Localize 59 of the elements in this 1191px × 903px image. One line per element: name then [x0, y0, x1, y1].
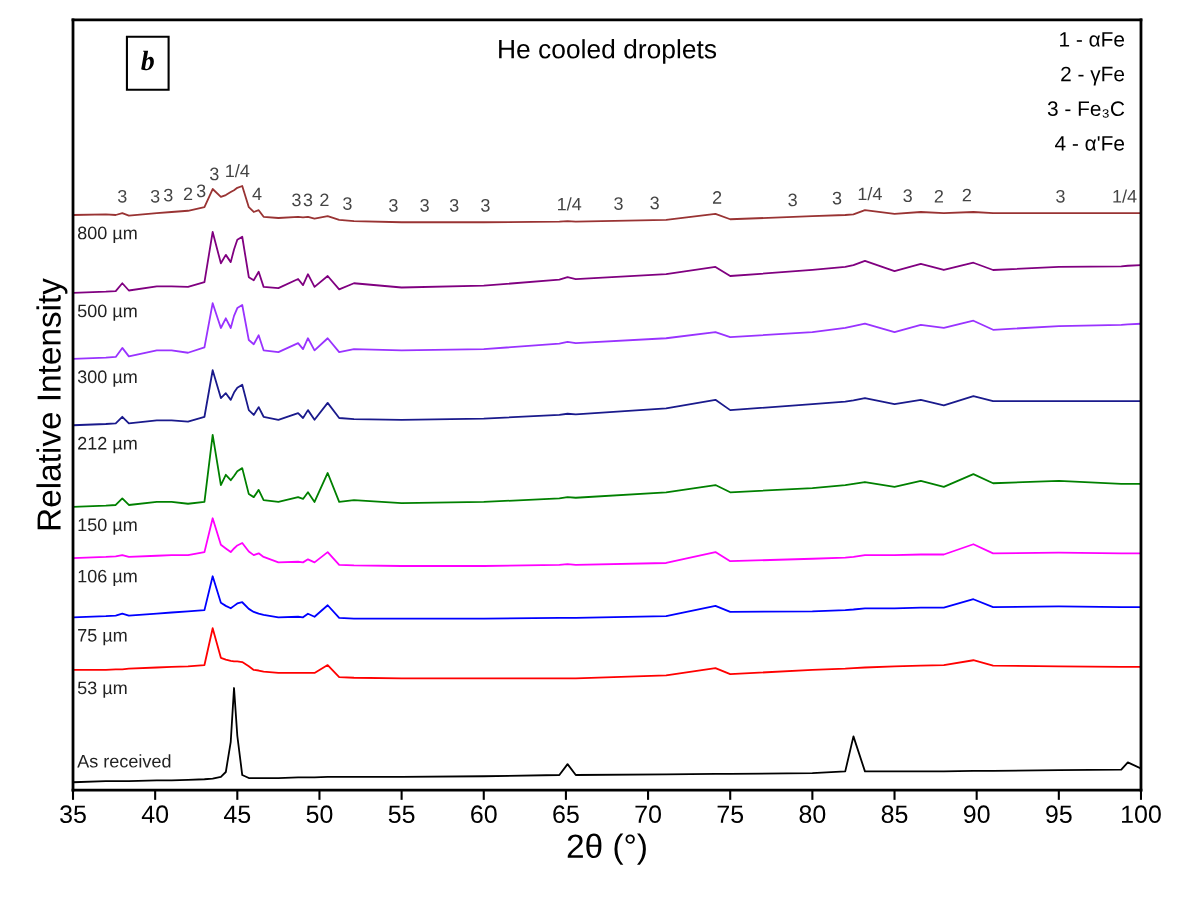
- annotation: 3: [117, 189, 127, 203]
- y-axis-title: Relative Intensity: [36, 278, 68, 530]
- text: 4 - α'Fe: [1055, 136, 1125, 151]
- x-tick-label: 60: [471, 805, 497, 824]
- x-tick-label: 55: [388, 805, 415, 824]
- annotation: 3: [343, 197, 352, 210]
- x-tick-label: 45: [223, 805, 251, 824]
- x-tick-label: 85: [881, 805, 908, 824]
- annotation: 3: [788, 193, 797, 207]
- annotation: 3: [303, 193, 313, 207]
- series-label: As received: [77, 754, 171, 768]
- x-tick-label: 65: [553, 805, 579, 824]
- annotation: 3: [481, 198, 490, 212]
- annotation: 3: [1056, 189, 1065, 203]
- series-label: 106 µm: [78, 569, 137, 587]
- annotation: 3: [449, 198, 459, 212]
- text: 3 - Fe₃C: [1047, 101, 1125, 118]
- x-tick-label: 75: [717, 805, 744, 824]
- annotation: 3: [292, 193, 301, 207]
- annotation: 2: [962, 188, 971, 202]
- annotation: 3: [614, 197, 623, 210]
- annotation: 1/4: [558, 197, 582, 211]
- annotation: 4: [252, 187, 262, 201]
- x-tick-label: 80: [799, 805, 826, 824]
- text: 2 - γFe: [1061, 66, 1125, 86]
- annotation: 3: [196, 184, 206, 198]
- annotation: 2: [712, 191, 722, 204]
- x-tick-label: 40: [141, 805, 169, 824]
- chart-title: He cooled droplets: [499, 39, 717, 64]
- x-axis-title: 2θ (°): [567, 833, 646, 865]
- x-tick-label: 90: [963, 805, 990, 824]
- x-tick-label: 95: [1046, 805, 1072, 824]
- series-label: 150 µm: [78, 518, 137, 535]
- annotation: 1/4: [858, 186, 882, 201]
- x-tick-label: 50: [306, 805, 333, 824]
- annotation: 3: [832, 191, 842, 205]
- series-label: 53 µm: [77, 681, 127, 698]
- annotation: 3: [163, 188, 173, 202]
- annotation: 2: [183, 187, 193, 201]
- text: 1 - αFe: [1060, 32, 1125, 47]
- annotation: 3: [389, 198, 398, 212]
- x-tick-label: 100: [1122, 805, 1161, 824]
- annotation: 1/4: [226, 164, 250, 178]
- series-label: 300 µm: [77, 370, 137, 387]
- annotation: 1/4: [1113, 189, 1137, 203]
- annotation: 3: [150, 189, 160, 203]
- annotation: 2: [934, 189, 943, 203]
- series-label: 75 µm: [78, 629, 127, 646]
- annotation: 3: [650, 196, 659, 210]
- series-label: 500 µm: [77, 304, 137, 321]
- annotation: 3: [903, 189, 912, 203]
- text: b: [141, 50, 154, 71]
- annotation: 3: [420, 198, 429, 212]
- annotation: 2: [320, 193, 329, 207]
- series-label: 212 µm: [78, 436, 137, 454]
- x-tick-label: 70: [635, 805, 661, 824]
- series-label: 800 µm: [77, 226, 137, 243]
- x-tick-label: 35: [60, 805, 86, 824]
- annotation: 3: [209, 167, 219, 181]
